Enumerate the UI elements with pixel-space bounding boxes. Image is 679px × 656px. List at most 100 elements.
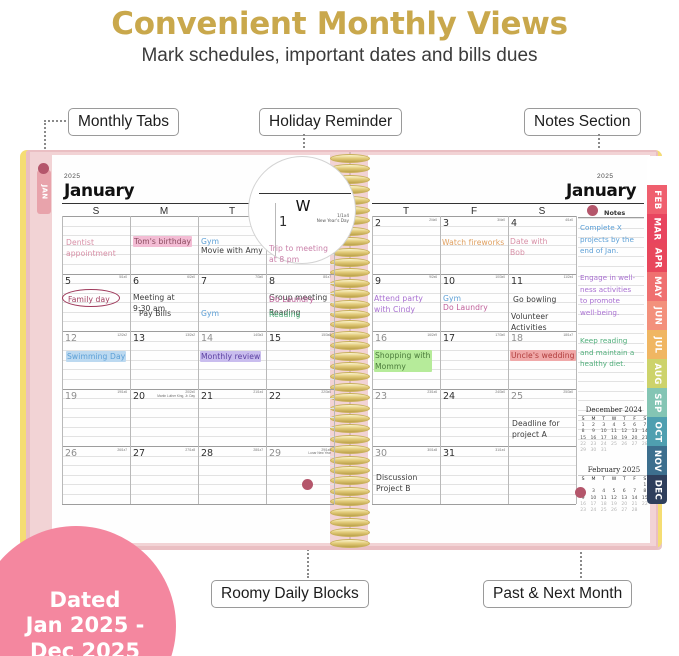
calendar-day-number[interactable]: 27 [133, 448, 146, 459]
mini-calendar-day[interactable]: 3 [591, 489, 595, 495]
calendar-day-number[interactable]: 6 [133, 275, 140, 287]
mini-calendar-day[interactable]: 27 [621, 508, 628, 514]
mini-calendar-day[interactable] [609, 448, 619, 454]
calendar-entry[interactable]: Gym [201, 309, 220, 318]
mini-calendar-day[interactable]: 9 [581, 495, 585, 501]
calendar-day-number[interactable]: 23 [375, 390, 388, 402]
month-tab-nov[interactable]: NOV [647, 446, 667, 475]
note-entry[interactable]: Keep reading and maintain a healthy diet… [580, 336, 635, 369]
mini-calendar-day[interactable]: 14 [631, 495, 638, 501]
calendar-day-number[interactable]: 31 [443, 448, 456, 459]
mini-calendar-day[interactable]: 6 [633, 423, 637, 429]
calendar-day-number[interactable]: 18 [511, 333, 524, 344]
calendar-entry[interactable]: Do Laundry [443, 303, 488, 312]
mini-calendar-day[interactable]: 18 [611, 435, 617, 441]
calendar-entry[interactable]: Meeting at 9:30 am [133, 293, 175, 313]
month-tab-aug[interactable]: AUG [647, 359, 667, 388]
mini-calendar-day[interactable]: 4 [602, 489, 606, 495]
mini-calendar-day[interactable] [640, 508, 650, 514]
month-tab-strip[interactable]: FEB MAR APR MAY JUN JUL AUG SEP OCT NOV DEC [647, 156, 667, 504]
calendar-day-number[interactable]: 10 [443, 275, 456, 287]
mini-calendar-day[interactable]: 21 [641, 435, 648, 441]
calendar-day-number[interactable]: 3 [443, 218, 450, 229]
mini-calendar-day[interactable] [619, 448, 629, 454]
mini-calendar-day[interactable]: 1 [643, 483, 647, 489]
month-tab-mar[interactable]: MAR [647, 214, 667, 243]
mini-calendar-day[interactable]: 29 [580, 448, 587, 454]
mini-calendar-day[interactable]: 28 [641, 441, 648, 447]
calendar-entry[interactable]: Movie with Amy [201, 246, 263, 255]
mini-calendar-day[interactable]: 27 [631, 441, 638, 447]
mini-calendar-day[interactable]: 26 [611, 508, 617, 514]
calendar-day-number[interactable]: 29 [269, 448, 282, 459]
mini-calendar-day[interactable]: 24 [590, 508, 597, 514]
calendar-entry[interactable]: Shopping with Mommy [374, 350, 432, 372]
calendar-entry[interactable]: Do Laundry [269, 295, 314, 304]
mini-calendar-day[interactable] [629, 448, 639, 454]
mini-calendar-day[interactable]: 23 [580, 508, 587, 514]
mini-calendar-day[interactable]: 10 [590, 495, 597, 501]
mini-calendar-day[interactable]: 13 [631, 429, 638, 435]
calendar-entry[interactable]: Gym [443, 294, 462, 303]
mini-calendar-day[interactable]: 28 [631, 508, 638, 514]
calendar-entry[interactable]: Monthly review [200, 351, 262, 362]
calendar-day-number[interactable]: 12 [65, 333, 78, 344]
mini-calendar-day[interactable]: 19 [611, 501, 617, 507]
mini-calendar-day[interactable]: 17 [590, 501, 597, 507]
month-tab-jun[interactable]: JUN [647, 301, 667, 330]
calendar-day-number[interactable]: 7 [201, 275, 208, 287]
calendar-day-number[interactable]: 22 [269, 390, 282, 402]
calendar-day-number[interactable]: 25 [511, 390, 524, 402]
mini-calendar-day[interactable]: 30 [590, 448, 597, 454]
calendar-day-number[interactable]: 24 [443, 390, 456, 402]
mini-calendar-day[interactable]: 5 [612, 489, 616, 495]
mini-calendar-day[interactable]: 5 [622, 423, 626, 429]
calendar-entry[interactable]: Tom's birthday [133, 236, 193, 247]
mini-calendar-day[interactable]: 22 [641, 501, 648, 507]
calendar-entry[interactable]: Swimming Day [66, 351, 127, 362]
calendar-entry[interactable]: Reading [269, 310, 301, 319]
calendar-entry[interactable]: Pay Bills [139, 309, 172, 318]
calendar-entry[interactable]: Deadline for project A [512, 419, 560, 439]
mini-calendar-day[interactable]: 22 [580, 441, 587, 447]
calendar-day-number[interactable]: 2 [375, 218, 382, 229]
note-entry[interactable]: Engage in well- ness activities to promo… [580, 273, 636, 317]
calendar-entry[interactable]: Dentist appointment [66, 238, 116, 258]
mini-calendar-day[interactable]: 8 [581, 429, 585, 435]
calendar-day-number[interactable]: 19 [65, 390, 78, 402]
calendar-entry[interactable]: Go bowling [513, 295, 557, 304]
mini-calendar-day[interactable]: 19 [621, 435, 628, 441]
mini-calendar-day[interactable]: 14 [641, 429, 648, 435]
mini-calendar-day[interactable]: 7 [633, 489, 637, 495]
calendar-day-number[interactable]: 9 [375, 275, 382, 287]
calendar-entry[interactable]: Reading [269, 308, 301, 317]
calendar-day-number[interactable]: 4 [511, 218, 518, 229]
month-tab-sep[interactable]: SEP [647, 388, 667, 417]
mini-calendar-day[interactable]: 6 [622, 489, 626, 495]
mini-calendar-day[interactable]: 20 [631, 435, 638, 441]
calendar-entry[interactable]: Group meeting [269, 293, 328, 302]
note-entry[interactable]: Complete X projects by the end of Jan. [580, 223, 634, 256]
calendar-day-number[interactable]: 13 [133, 333, 146, 344]
mini-calendar-day[interactable]: 23 [590, 441, 597, 447]
mini-calendar-day[interactable]: 25 [600, 508, 607, 514]
calendar-entry[interactable]: Attend party with Cindy [374, 294, 424, 314]
mini-calendar-day[interactable]: 13 [621, 495, 628, 501]
mini-calendar-day[interactable]: 25 [611, 441, 617, 447]
mini-calendar-day[interactable]: 16 [590, 435, 597, 441]
month-tab-jan-left[interactable]: JAN [37, 170, 51, 214]
month-tab-dec[interactable]: DEC [647, 475, 667, 504]
mini-calendar-day[interactable]: 15 [580, 435, 587, 441]
mini-calendar-day[interactable]: 12 [621, 429, 628, 435]
calendar-day-number[interactable]: 28 [201, 448, 214, 459]
month-tab-oct[interactable]: OCT [647, 417, 667, 446]
mini-calendar-day[interactable]: 21 [631, 501, 638, 507]
calendar-day-number[interactable]: 21 [201, 390, 214, 402]
calendar-day-number[interactable]: 11 [511, 275, 524, 287]
mini-calendar-day[interactable]: 11 [600, 495, 607, 501]
calendar-entry[interactable]: Uncle's wedding [510, 350, 576, 361]
mini-calendar-day[interactable]: 8 [643, 489, 647, 495]
calendar-day-number[interactable]: 20 [133, 390, 146, 402]
calendar-entry[interactable]: Discussion Project B [376, 473, 418, 493]
mini-calendar-day[interactable]: 12 [611, 495, 617, 501]
